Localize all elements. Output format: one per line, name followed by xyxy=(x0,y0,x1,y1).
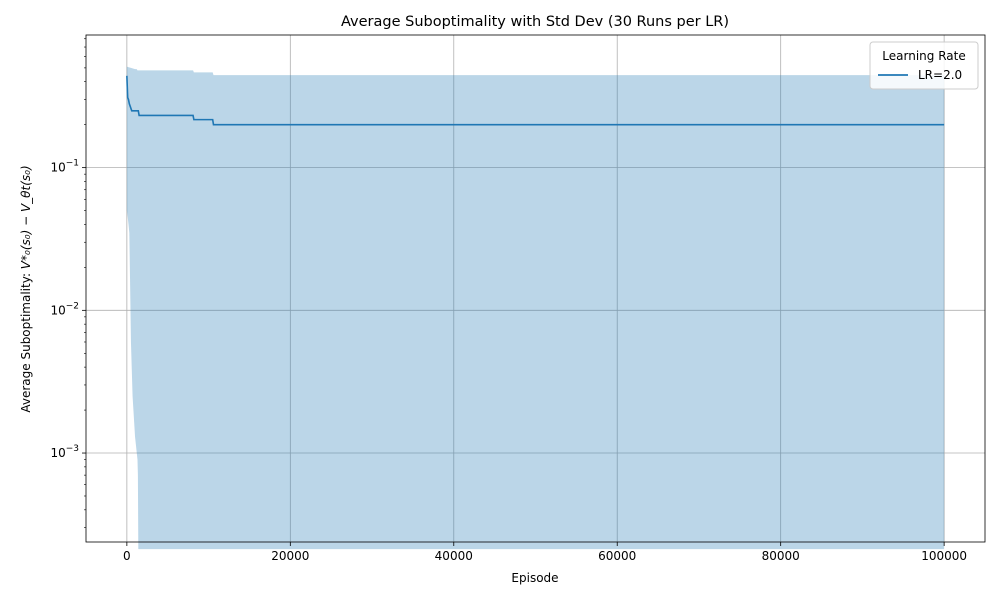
mean-series-line xyxy=(126,75,945,126)
x-tick-label: 100000 xyxy=(921,549,967,563)
y-tick-label: 10−3 xyxy=(50,444,79,460)
legend-title: Learning Rate xyxy=(882,49,965,63)
x-axis-label: Episode xyxy=(511,571,558,585)
std-dev-band xyxy=(126,66,945,550)
y-tick-label: 10−2 xyxy=(50,301,79,317)
legend-entry-label: LR=2.0 xyxy=(918,68,962,82)
grid xyxy=(86,35,985,542)
y-axis-label: Average Suboptimality: V*₀(s₀) − V_θt(s₀… xyxy=(19,165,33,412)
y-axis-label-math: V*₀(s₀) − V_θt(s₀) xyxy=(19,165,33,269)
y-tick-label: 10−1 xyxy=(50,159,79,175)
x-tick-label: 40000 xyxy=(435,549,473,563)
legend-box xyxy=(869,41,979,90)
plot-frame xyxy=(85,34,986,543)
x-tick-label: 20000 xyxy=(271,549,309,563)
legend: Learning Rate LR=2.0 xyxy=(869,41,979,90)
x-tick-label: 60000 xyxy=(598,549,636,563)
x-tick-label: 80000 xyxy=(762,549,800,563)
chart-title: Average Suboptimality with Std Dev (30 R… xyxy=(341,14,729,30)
mean-line xyxy=(126,75,945,126)
std-dev-area xyxy=(126,66,945,550)
axis-ticks: 0 20000 40000 60000 80000 100000 10−3 10−2 10−1 xyxy=(50,38,967,563)
y-axis-label-prefix: Average Suboptimality: xyxy=(19,269,33,412)
x-tick-label: 0 xyxy=(123,549,131,563)
